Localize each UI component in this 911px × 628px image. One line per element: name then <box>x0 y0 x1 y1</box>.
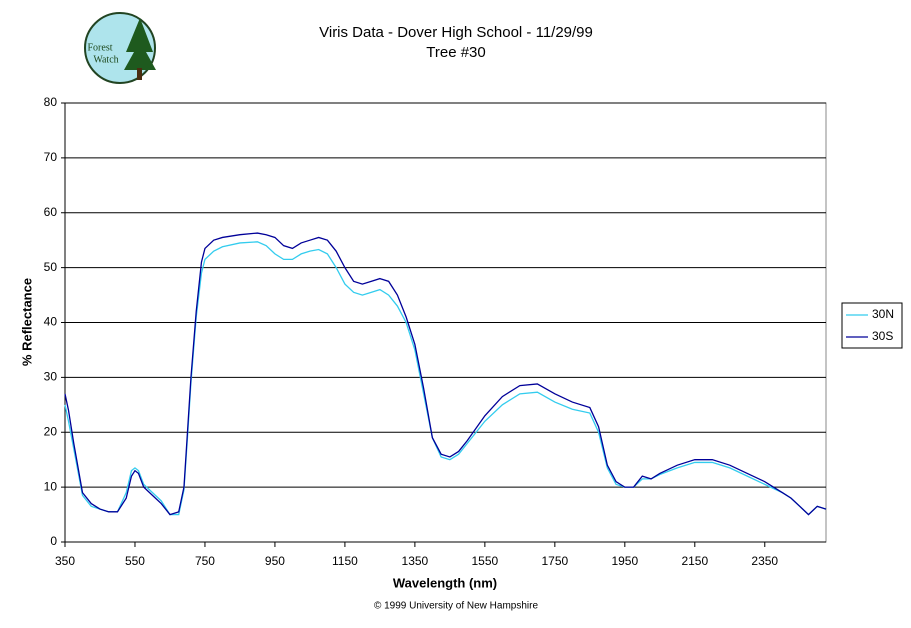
logo-tree <box>124 18 156 70</box>
x-tick-label: 750 <box>195 554 215 568</box>
legend <box>841 302 903 349</box>
y-tick-label: 70 <box>44 150 58 164</box>
legend-label: 30S <box>872 329 893 343</box>
y-tick-label: 60 <box>44 205 58 219</box>
y-axis-title: % Reflectance <box>19 278 34 366</box>
x-tick-label: 1750 <box>541 554 568 568</box>
y-tick-label: 10 <box>44 479 58 493</box>
x-tick-label: 1950 <box>611 554 638 568</box>
x-tick-label: 2350 <box>751 554 778 568</box>
series-line <box>64 232 827 516</box>
chart-subtitle: Tree #30 <box>426 44 485 61</box>
x-tick-label: 2150 <box>681 554 708 568</box>
x-tick-label: 1350 <box>402 554 429 568</box>
chart-title: Viris Data - Dover High School - 11/29/9… <box>319 24 593 41</box>
x-tick-label: 1150 <box>332 554 358 568</box>
x-axis-title: Wavelength (nm) <box>393 575 497 590</box>
y-tick-label: 50 <box>44 260 58 274</box>
x-tick-label: 1550 <box>472 554 499 568</box>
x-tick-label: 550 <box>125 554 145 568</box>
y-tick-label: 0 <box>50 534 57 548</box>
y-tick-label: 40 <box>44 315 58 329</box>
legend-label: 30N <box>872 307 894 321</box>
x-tick-label: 350 <box>55 554 75 568</box>
logo: Forest Watch <box>84 12 156 84</box>
y-tick-label: 30 <box>44 370 58 384</box>
footer: © 1999 University of New Hampshire <box>374 601 539 612</box>
y-tick-label: 20 <box>44 424 58 438</box>
x-tick-label: 950 <box>265 554 285 568</box>
logo-text: Forest <box>88 42 113 53</box>
logo-text: Watch <box>93 54 118 65</box>
logo-trunk <box>137 68 142 80</box>
y-tick-label: 80 <box>44 95 58 109</box>
